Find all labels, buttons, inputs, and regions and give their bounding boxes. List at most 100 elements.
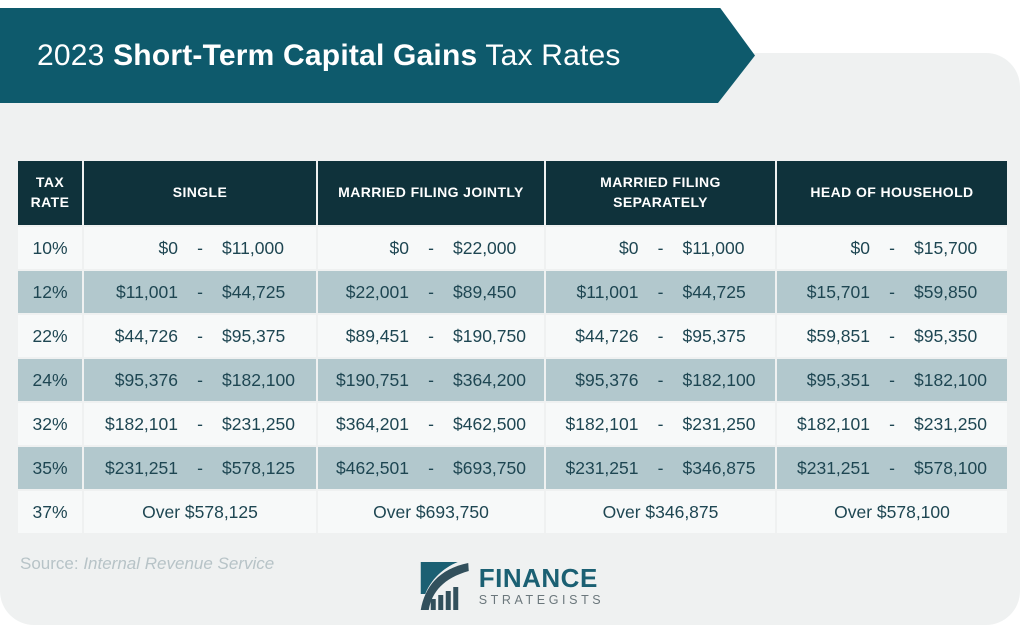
range-max: $59,850 <box>914 281 978 302</box>
income-range-cell: $11,001- $44,725 <box>84 271 316 313</box>
range-dash: - <box>428 237 434 258</box>
range-dash: - <box>657 325 664 346</box>
table-row: 10% $0- $11,000 $0- $22,000 $0- $11,000 $0- $15,… <box>18 227 1007 269</box>
range-max: $578,125 <box>222 457 295 478</box>
income-range: $0- $15,700 <box>777 238 1007 259</box>
range-dash: - <box>428 281 434 302</box>
income-range-cell: $59,851- $95,350 <box>777 315 1007 357</box>
range-max: $95,375 <box>222 325 286 346</box>
tax-rate-table-wrap: TAX RATE SINGLE MARRIED FILING JOINTLY M… <box>16 159 1009 535</box>
income-range: $190,751- $364,200 <box>318 370 544 391</box>
range-dash: - <box>197 237 203 258</box>
range-min: $190,751 <box>336 369 409 390</box>
range-max: $190,750 <box>453 325 526 346</box>
range-dash: - <box>889 281 895 302</box>
range-max: $44,725 <box>222 281 286 302</box>
range-min: $89,451 <box>345 325 409 346</box>
income-range: $231,251- $578,125 <box>84 458 316 479</box>
income-range: $182,101- $231,250 <box>546 414 775 435</box>
range-max: $89,450 <box>453 281 517 302</box>
range-max: $462,500 <box>453 413 526 434</box>
range-min: $44,726 <box>114 325 178 346</box>
tax-rate-cell: 37% <box>18 491 82 533</box>
income-range: $231,251- $346,875 <box>546 458 775 479</box>
range-max: $182,100 <box>222 369 295 390</box>
source-name: Internal Revenue Service <box>83 554 275 573</box>
range-dash: - <box>657 237 664 258</box>
range-dash: - <box>197 457 203 478</box>
range-min: $11,001 <box>116 281 178 302</box>
range-max: $231,250 <box>914 413 987 434</box>
range-dash: - <box>428 325 434 346</box>
range-dash: - <box>428 369 434 390</box>
range-max: $11,000 <box>682 237 745 258</box>
range-max: $95,375 <box>682 325 746 346</box>
tax-rate-cell: 12% <box>18 271 82 313</box>
range-dash: - <box>889 237 895 258</box>
column-header-single: SINGLE <box>84 161 316 225</box>
column-header-head-of-household: HEAD OF HOUSEHOLD <box>777 161 1007 225</box>
table-row: 35% $231,251- $578,125 $462,501- $693,750 $23… <box>18 447 1007 489</box>
income-range: $59,851- $95,350 <box>777 326 1007 347</box>
finance-strategists-icon <box>420 562 469 610</box>
range-max: $44,725 <box>682 281 746 302</box>
income-range-cell: $231,251- $346,875 <box>546 447 775 489</box>
logo-text: FINANCE STRATEGISTS <box>479 565 605 607</box>
tax-rate-cell: 32% <box>18 403 82 445</box>
income-range-cell: $44,726- $95,375 <box>546 315 775 357</box>
range-min: $95,376 <box>575 369 639 390</box>
range-max: $22,000 <box>453 237 517 258</box>
range-dash: - <box>197 281 203 302</box>
range-max: $231,250 <box>682 413 756 434</box>
income-range-cell: $95,376- $182,100 <box>84 359 316 401</box>
range-max: $693,750 <box>453 457 526 478</box>
income-over-cell: Over $346,875 <box>546 491 775 533</box>
range-max: $95,350 <box>914 325 978 346</box>
source-label: Source: <box>20 554 79 573</box>
range-min: $0 <box>850 237 870 258</box>
title-main: Short-Term Capital Gains <box>113 38 478 72</box>
range-max: $182,100 <box>914 369 987 390</box>
range-min: $22,001 <box>345 281 409 302</box>
range-dash: - <box>657 281 664 302</box>
income-range-cell: $0- $22,000 <box>318 227 544 269</box>
income-range: $182,101- $231,250 <box>777 414 1007 435</box>
tax-rate-cell: 35% <box>18 447 82 489</box>
income-range: $95,376- $182,100 <box>546 370 775 391</box>
income-range: $44,726- $95,375 <box>84 326 316 347</box>
income-over-cell: Over $578,125 <box>84 491 316 533</box>
income-range: $231,251- $578,100 <box>777 458 1007 479</box>
income-range: $95,376- $182,100 <box>84 370 316 391</box>
range-min: $44,726 <box>575 325 639 346</box>
income-range-cell: $89,451- $190,750 <box>318 315 544 357</box>
income-range-cell: $0- $11,000 <box>546 227 775 269</box>
range-min: $0 <box>389 237 409 258</box>
column-header-married-jointly: MARRIED FILING JOINTLY <box>318 161 544 225</box>
range-min: $231,251 <box>797 457 870 478</box>
income-range: $182,101- $231,250 <box>84 414 316 435</box>
income-over-cell: Over $693,750 <box>318 491 544 533</box>
range-max: $578,100 <box>914 457 987 478</box>
range-min: $11,001 <box>576 281 639 302</box>
column-header-tax-rate: TAX RATE <box>18 161 82 225</box>
range-max: $346,875 <box>682 457 756 478</box>
income-range-cell: $0- $11,000 <box>84 227 316 269</box>
page-title: 2023 Short-Term Capital Gains Tax Rates <box>0 39 621 73</box>
income-range-cell: $364,201- $462,500 <box>318 403 544 445</box>
range-min: $231,251 <box>565 457 639 478</box>
title-year: 2023 <box>37 38 114 72</box>
income-range: $364,201- $462,500 <box>318 414 544 435</box>
income-range: $0- $11,000 <box>546 238 775 259</box>
range-dash: - <box>657 413 664 434</box>
range-dash: - <box>657 457 664 478</box>
range-min: $231,251 <box>105 457 178 478</box>
income-range: $89,451- $190,750 <box>318 326 544 347</box>
income-range: $0- $11,000 <box>84 238 316 259</box>
range-max: $364,200 <box>453 369 526 390</box>
income-range-cell: $182,101- $231,250 <box>777 403 1007 445</box>
tax-rate-cell: 24% <box>18 359 82 401</box>
finance-strategists-logo: FINANCE STRATEGISTS <box>420 561 605 611</box>
income-range: $462,501- $693,750 <box>318 458 544 479</box>
table-row: 37% Over $578,125 Over $693,750 Over $346,8… <box>18 491 1007 533</box>
range-min: $182,101 <box>565 413 639 434</box>
